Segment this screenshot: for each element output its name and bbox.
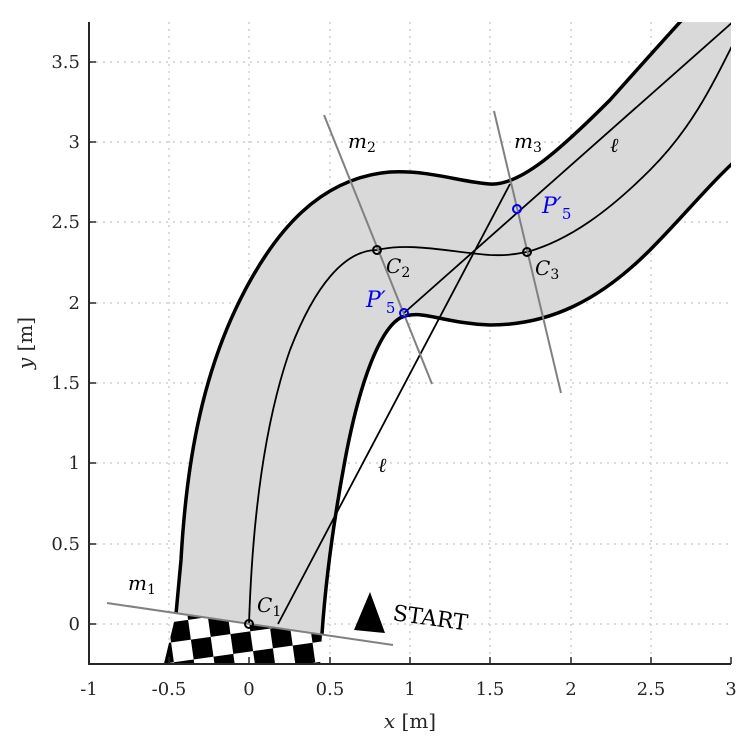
track-edge-outer [174, 22, 683, 615]
label-c2: C2 [386, 254, 410, 281]
svg-text:3.5: 3.5 [51, 52, 80, 73]
svg-text:1.5: 1.5 [476, 679, 505, 700]
label-m1: m1 [128, 571, 156, 598]
start-line-checker [163, 614, 322, 664]
label-p5-lower: P′5 [365, 288, 395, 317]
label-m3: m3 [514, 129, 542, 156]
m3-line [493, 110, 562, 394]
svg-text:1: 1 [404, 679, 415, 700]
point-p5-upper [512, 204, 522, 214]
start-label: START [391, 601, 469, 636]
svg-text:2.5: 2.5 [637, 679, 666, 700]
svg-text:3: 3 [69, 132, 80, 153]
y-axis-label: y [m] [13, 317, 37, 370]
track-centerline [248, 45, 731, 625]
svg-text:2.5: 2.5 [51, 212, 80, 233]
ell-line-b [403, 22, 731, 314]
label-c1: C1 [257, 593, 281, 620]
label-ell-lower: ℓ [378, 453, 387, 477]
ell-line-a [277, 183, 511, 625]
label-c3: C3 [535, 256, 559, 283]
m2-line [323, 114, 433, 385]
point-p5-lower [399, 308, 409, 318]
svg-text:0.5: 0.5 [51, 534, 80, 555]
m1-line [106, 602, 394, 646]
point-c2 [372, 245, 382, 255]
svg-text:1: 1 [69, 453, 80, 474]
svg-text:0.5: 0.5 [316, 679, 345, 700]
label-ell-upper: ℓ [610, 133, 619, 157]
svg-text:0: 0 [243, 679, 254, 700]
label-m2: m2 [348, 129, 376, 156]
svg-text:3: 3 [725, 679, 736, 700]
axis-ticks [88, 61, 732, 664]
svg-text:-0.5: -0.5 [152, 679, 187, 700]
track-edge-inner [320, 162, 731, 635]
svg-text:0: 0 [69, 614, 80, 635]
start-arrow-icon [354, 592, 385, 633]
svg-text:-1: -1 [80, 679, 98, 700]
svg-text:2: 2 [565, 679, 576, 700]
svg-text:2: 2 [69, 293, 80, 314]
y-tick-labels: 0 0.5 1 1.5 2 2.5 3 3.5 [51, 52, 80, 635]
svg-text:1.5: 1.5 [51, 373, 80, 394]
point-c3 [522, 247, 532, 257]
x-tick-labels: -1 -0.5 0 0.5 1 1.5 2 2.5 3 [80, 679, 737, 700]
x-axis-label: x [m] [384, 709, 436, 733]
label-p5-upper: P′5 [541, 194, 571, 223]
track-surface [176, 22, 731, 634]
point-c1 [244, 619, 254, 629]
